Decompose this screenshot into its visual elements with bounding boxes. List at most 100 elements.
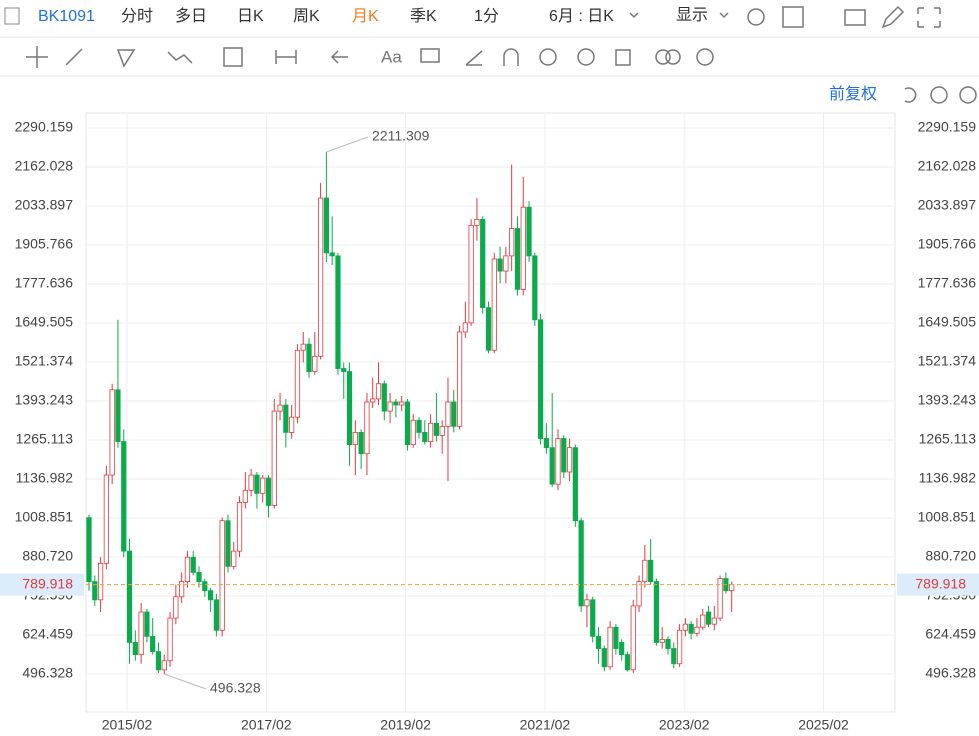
x-tick-label: 2015/02 xyxy=(102,717,153,733)
candle-body xyxy=(555,438,561,485)
settings-icon[interactable] xyxy=(747,8,765,26)
arrow-tool[interactable] xyxy=(330,50,348,64)
period-tab[interactable]: 周K xyxy=(293,8,320,25)
x-tick-label: 2021/02 xyxy=(520,717,571,733)
stock-code[interactable]: BK1091 xyxy=(38,8,95,25)
y-tick-label-right: 2290.159 xyxy=(918,119,977,135)
y-tick-label-right: 1393.243 xyxy=(918,392,977,408)
candle-body xyxy=(729,584,735,592)
candle-body xyxy=(665,639,671,649)
magnet-tool[interactable] xyxy=(503,48,519,66)
plot-frame xyxy=(85,112,896,713)
hide-tool[interactable] xyxy=(577,48,595,66)
delete-tool[interactable] xyxy=(615,49,631,66)
angle-tool[interactable] xyxy=(465,50,483,66)
pen-icon[interactable] xyxy=(881,5,905,29)
candle-body xyxy=(103,474,109,564)
candle-body xyxy=(329,252,335,257)
toggle-icon[interactable] xyxy=(4,7,20,25)
candle-body xyxy=(144,611,150,637)
period-tab[interactable]: 分时 xyxy=(121,7,153,25)
x-tick-label: 2025/02 xyxy=(798,717,849,733)
note-tool[interactable] xyxy=(420,48,440,63)
y-tick-label-right: 496.328 xyxy=(925,665,976,681)
y-tick-label-right: 2033.897 xyxy=(918,197,977,213)
candle-body xyxy=(213,599,219,631)
candle-body xyxy=(630,605,636,671)
display-menu[interactable]: 显示 xyxy=(676,7,708,24)
period-tab[interactable]: 日K xyxy=(237,8,264,25)
x-tick-label: 2019/02 xyxy=(380,717,431,733)
candle-body xyxy=(578,520,584,607)
candle-body xyxy=(572,447,578,522)
y-tick-label: 496.328 xyxy=(22,665,73,681)
y-tick-label: 1265.113 xyxy=(16,431,74,447)
y-tick-label-right: 1777.636 xyxy=(918,275,977,291)
candle-body xyxy=(375,383,382,400)
settings-icon[interactable] xyxy=(696,48,714,66)
camera-icon[interactable] xyxy=(844,9,866,26)
candle-body xyxy=(705,611,712,625)
shape-tool[interactable] xyxy=(116,49,136,68)
candle-body xyxy=(225,520,231,567)
candle-body xyxy=(289,416,295,433)
candle-body xyxy=(468,225,474,324)
candle-body xyxy=(219,520,225,631)
candle-body xyxy=(231,550,237,567)
wave-tool[interactable] xyxy=(167,51,193,64)
candle-body xyxy=(277,404,283,412)
undo-icon[interactable] xyxy=(904,87,917,103)
candle-body xyxy=(694,626,700,634)
candle-body xyxy=(404,401,411,445)
period-tab[interactable]: 月K xyxy=(352,8,379,25)
y-tick-label: 1393.243 xyxy=(15,392,74,408)
fullscreen-icon[interactable] xyxy=(917,7,941,28)
period-tab[interactable]: 多日 xyxy=(175,7,207,25)
candle-body xyxy=(648,559,654,582)
candle-body xyxy=(132,642,138,656)
adjust-select[interactable]: 前复权 xyxy=(829,85,877,103)
zoom-out[interactable] xyxy=(930,86,948,104)
y-tick-label: 1008.851 xyxy=(15,509,74,525)
candle-body xyxy=(543,438,550,449)
candle-body xyxy=(584,599,590,607)
y-tick-label: 1649.505 xyxy=(15,314,74,330)
price-tag-bg xyxy=(0,573,84,596)
compare-icon[interactable] xyxy=(665,49,681,65)
candle-body xyxy=(653,581,660,643)
y-tick-label: 624.459 xyxy=(22,626,73,642)
color-icon[interactable] xyxy=(782,6,804,28)
candle-body xyxy=(416,419,422,433)
line-tool[interactable] xyxy=(65,48,83,66)
candle-body xyxy=(370,398,376,403)
candle-body xyxy=(294,349,301,418)
zoom-in[interactable] xyxy=(959,86,977,104)
candle-body xyxy=(346,371,353,445)
fib-tool[interactable] xyxy=(223,47,243,67)
candle-body xyxy=(254,474,260,494)
lock-tool[interactable] xyxy=(539,48,557,66)
compare-icon[interactable] xyxy=(655,49,671,65)
candle-body xyxy=(676,629,683,665)
period-tab[interactable]: 季K xyxy=(410,7,437,25)
candle-body xyxy=(248,474,254,491)
candle-body xyxy=(323,197,329,254)
candle-body xyxy=(682,623,688,631)
candle-body xyxy=(451,401,457,427)
candle-body xyxy=(399,401,405,406)
period-select[interactable]: 6月 : 日K xyxy=(549,8,614,25)
measure-tool[interactable] xyxy=(275,50,297,64)
candle-body xyxy=(711,617,717,625)
last-price-label: 789.918 xyxy=(22,575,73,591)
candle-body xyxy=(410,419,416,445)
toolbar: BK1091 6月 : 日K 显示 Aa xyxy=(0,5,979,104)
period-tab[interactable]: 1分 xyxy=(474,7,499,25)
candle-body xyxy=(271,410,277,506)
candle-body xyxy=(312,355,318,372)
candle-body xyxy=(520,206,526,290)
move-tool[interactable] xyxy=(26,46,48,68)
candle-body xyxy=(173,596,179,619)
candle-body xyxy=(462,322,468,333)
text-tool[interactable]: Aa xyxy=(381,47,402,66)
